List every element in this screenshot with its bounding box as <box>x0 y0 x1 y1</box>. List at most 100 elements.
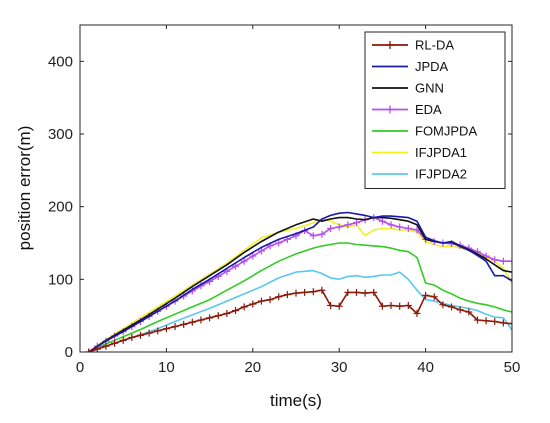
legend-entry-rl-da: RL-DA <box>372 38 454 53</box>
data-point-rl-da <box>465 308 473 316</box>
data-point-rl-da <box>180 320 188 328</box>
data-point-rl-da <box>240 303 248 311</box>
data-point-rl-da <box>283 291 291 299</box>
data-point-rl-da <box>499 319 507 327</box>
data-point-eda <box>499 257 507 265</box>
legend-label: RL-DA <box>415 38 454 53</box>
data-point-rl-da <box>111 339 119 347</box>
data-point-rl-da <box>378 302 386 310</box>
data-point-eda <box>249 252 257 260</box>
data-point-rl-da <box>396 302 404 310</box>
data-point-rl-da <box>93 345 101 352</box>
data-point-rl-da <box>309 288 317 296</box>
legend-entry-ifjpda1: IFJPDA1 <box>372 145 467 160</box>
data-point-rl-da <box>223 309 231 317</box>
data-point-rl-da <box>352 288 360 296</box>
y-tick-label: 100 <box>48 271 73 288</box>
y-axis-label: position error(m) <box>15 126 34 251</box>
data-point-rl-da <box>448 303 456 311</box>
legend-entry-gnn: GNN <box>372 81 444 96</box>
data-point-rl-da <box>275 293 283 301</box>
plot-frame <box>79 24 513 353</box>
data-point-eda <box>257 247 265 255</box>
data-point-eda <box>232 262 240 270</box>
data-point-rl-da <box>413 309 421 317</box>
data-point-rl-da <box>430 293 438 301</box>
data-point-rl-da <box>491 317 499 325</box>
data-point-eda <box>491 256 499 264</box>
data-point-rl-da <box>370 288 378 296</box>
data-point-eda <box>318 230 326 238</box>
ticks-layer: 0 10 20 30 40 50 0 100 200 300 400 <box>48 25 520 376</box>
data-point-eda <box>275 239 283 247</box>
legend-label: EDA <box>415 102 442 117</box>
data-point-eda <box>508 257 512 265</box>
data-point-rl-da <box>439 301 447 309</box>
data-point-rl-da <box>249 300 257 308</box>
x-tick-label: 0 <box>76 359 84 376</box>
data-point-rl-da <box>292 289 300 297</box>
series-line-fomjpda <box>88 242 512 352</box>
data-point-rl-da <box>171 323 179 331</box>
data-point-rl-da <box>162 325 170 333</box>
data-point-rl-da <box>473 316 481 324</box>
legend-label: FOMJPDA <box>415 124 477 139</box>
data-point-rl-da <box>361 289 369 297</box>
data-point-rl-da <box>214 312 222 320</box>
data-point-rl-da <box>206 314 214 322</box>
x-tick-label: 50 <box>504 359 521 376</box>
series-layer <box>85 211 512 352</box>
data-point-eda <box>352 219 360 227</box>
data-point-rl-da <box>136 331 144 339</box>
data-point-eda <box>378 217 386 225</box>
legend-entry-eda: EDA <box>372 102 442 117</box>
data-point-rl-da <box>85 348 93 352</box>
data-point-rl-da <box>456 306 464 314</box>
data-point-rl-da <box>145 329 153 337</box>
y-tick-label: 0 <box>65 344 73 361</box>
legend-entry-ifjpda2: IFJPDA2 <box>372 167 467 182</box>
data-point-rl-da <box>344 288 352 296</box>
data-point-rl-da <box>154 327 162 335</box>
legend-entry-jpda: JPDA <box>372 59 449 74</box>
data-point-eda <box>335 223 343 231</box>
legend-label: JPDA <box>415 59 449 74</box>
data-point-eda <box>396 223 404 231</box>
data-point-rl-da <box>387 301 395 309</box>
data-point-rl-da <box>327 301 335 309</box>
data-point-eda <box>387 221 395 229</box>
x-tick-label: 20 <box>244 359 261 376</box>
series-line-jpda <box>88 211 512 352</box>
data-point-rl-da <box>197 316 205 324</box>
x-tick-label: 40 <box>417 359 434 376</box>
data-point-rl-da <box>301 288 309 296</box>
legend-label: IFJPDA2 <box>415 167 467 182</box>
data-point-eda <box>344 221 352 229</box>
x-tick-label: 30 <box>331 359 348 376</box>
y-tick-label: 200 <box>48 199 73 216</box>
x-axis-label: time(s) <box>270 391 322 410</box>
data-point-eda <box>404 224 412 232</box>
data-point-rl-da <box>119 336 127 344</box>
data-point-rl-da <box>128 333 136 341</box>
data-point-rl-da <box>335 302 343 310</box>
legend-entry-fomjpda: FOMJPDA <box>372 124 477 139</box>
legend-label: GNN <box>415 81 444 96</box>
data-point-rl-da <box>188 318 196 326</box>
data-point-rl-da <box>404 301 412 309</box>
data-point-eda <box>240 257 248 265</box>
data-point-rl-da <box>257 297 265 305</box>
legend: RL-DA JPDA GNN EDA FOMJPDA IFJPDA1 IFJPDA2 <box>364 31 506 189</box>
x-tick-label: 10 <box>158 359 175 376</box>
data-point-rl-da <box>482 317 490 325</box>
data-point-eda <box>327 224 335 232</box>
data-point-rl-da <box>318 286 326 294</box>
data-point-rl-da <box>102 342 110 350</box>
legend-label: IFJPDA1 <box>415 145 467 160</box>
y-tick-label: 400 <box>48 53 73 70</box>
data-point-rl-da <box>232 307 240 315</box>
data-point-eda <box>309 232 317 240</box>
data-point-rl-da <box>422 291 430 299</box>
y-tick-label: 300 <box>48 126 73 143</box>
